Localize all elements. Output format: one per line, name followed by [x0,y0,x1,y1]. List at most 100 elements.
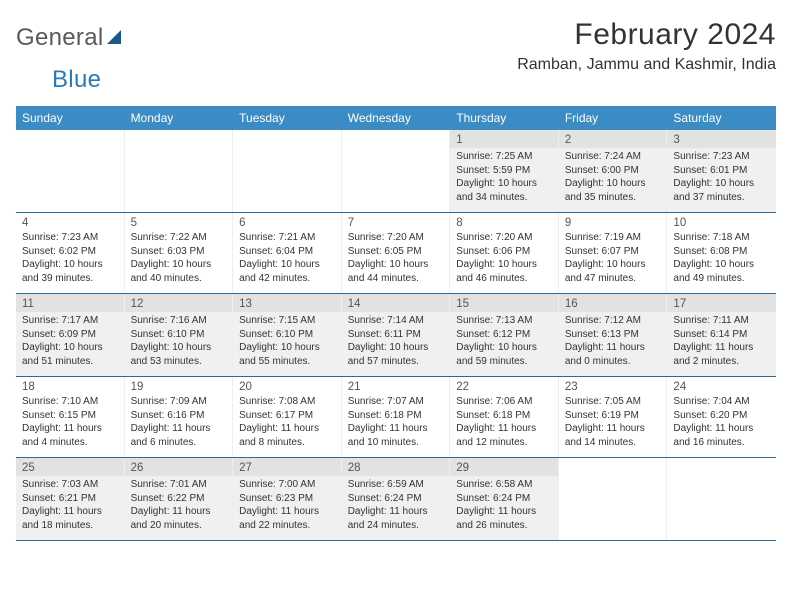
day-cell: 22Sunrise: 7:06 AMSunset: 6:18 PMDayligh… [450,377,559,457]
day-cell: 15 Sunrise: 7:13 AMSunset: 6:12 PMDayligh… [450,294,559,376]
day-cell: 19 Sunrise: 7:09 AMSunset: 6:16 PMDayligh… [125,377,234,457]
sun-info: Sunrise: 7:22 AMSunset: 6:03 PMDaylight:… [131,231,227,285]
day-cell: 16Sunrise: 7:12 AMSunset: 6:13 PMDayligh… [559,294,668,376]
day-number: 9 [565,217,661,229]
day-cell [667,458,776,540]
sun-info: Sunrise: 7:15 AMSunset: 6:10 PMDaylight:… [239,314,335,368]
day-header: Friday [559,106,668,130]
day-cell: 21 Sunrise: 7:07 AMSunset: 6:18 PMDayligh… [342,377,451,457]
day-cell: 4 Sunrise: 7:23 AMSunset: 6:02 PMDaylight… [16,213,125,293]
day-number: 26 [125,458,233,476]
day-cell: 11 Sunrise: 7:17 AMSunset: 6:09 PMDayligh… [16,294,125,376]
day-number: 20 [239,381,335,393]
week-row: 11 Sunrise: 7:17 AMSunset: 6:09 PMDayligh… [16,294,776,377]
day-cell [125,130,234,212]
day-cell: 29 Sunrise: 6:58 AMSunset: 6:24 PMDayligh… [450,458,559,540]
sun-info: Sunrise: 7:23 AMSunset: 6:02 PMDaylight:… [22,231,118,285]
day-cell: 9 Sunrise: 7:19 AMSunset: 6:07 PMDaylight… [559,213,668,293]
logo: General [16,18,121,52]
day-cell: 14 Sunrise: 7:14 AMSunset: 6:11 PMDayligh… [342,294,451,376]
day-cell: 23Sunrise: 7:05 AMSunset: 6:19 PMDayligh… [559,377,668,457]
day-number: 7 [348,217,444,229]
weeks-container: 1Sunrise: 7:25 AMSunset: 5:59 PMDaylight… [16,130,776,541]
day-cell: 6Sunrise: 7:21 AMSunset: 6:04 PMDaylight… [233,213,342,293]
day-cell [16,130,125,212]
day-number: 8 [456,217,552,229]
sun-info: Sunrise: 7:20 AMSunset: 6:06 PMDaylight:… [456,231,552,285]
day-number: 18 [22,381,118,393]
day-cell: 18 Sunrise: 7:10 AMSunset: 6:15 PMDayligh… [16,377,125,457]
day-number: 21 [348,381,444,393]
sun-info: Sunrise: 7:13 AMSunset: 6:12 PMDaylight:… [456,314,552,368]
week-row: 1Sunrise: 7:25 AMSunset: 5:59 PMDaylight… [16,130,776,213]
day-cell: 10 Sunrise: 7:18 AMSunset: 6:08 PMDayligh… [667,213,776,293]
sun-info: Sunrise: 7:20 AMSunset: 6:05 PMDaylight:… [348,231,444,285]
sun-info: Sunrise: 7:00 AMSunset: 6:23 PMDaylight:… [239,478,335,532]
day-cell: 1Sunrise: 7:25 AMSunset: 5:59 PMDaylight… [450,130,559,212]
day-header: Thursday [450,106,559,130]
location: Ramban, Jammu and Kashmir, India [517,56,776,74]
day-number: 10 [673,217,770,229]
sun-info: Sunrise: 7:01 AMSunset: 6:22 PMDaylight:… [131,478,227,532]
day-number: 27 [233,458,341,476]
day-cell [559,458,668,540]
day-cell: 2Sunrise: 7:24 AMSunset: 6:00 PMDaylight… [559,130,668,212]
day-number: 29 [450,458,558,476]
day-cell: 24Sunrise: 7:04 AMSunset: 6:20 PMDayligh… [667,377,776,457]
day-number: 11 [16,294,124,312]
sun-info: Sunrise: 7:23 AMSunset: 6:01 PMDaylight:… [673,150,770,204]
month-title: February 2024 [517,18,776,52]
sun-info: Sunrise: 7:14 AMSunset: 6:11 PMDaylight:… [348,314,444,368]
day-header: Wednesday [342,106,451,130]
day-cell: 8 Sunrise: 7:20 AMSunset: 6:06 PMDaylight… [450,213,559,293]
day-header: Monday [125,106,234,130]
day-number: 1 [450,130,558,148]
sun-info: Sunrise: 7:07 AMSunset: 6:18 PMDaylight:… [348,395,444,449]
day-cell: 5 Sunrise: 7:22 AMSunset: 6:03 PMDaylight… [125,213,234,293]
day-cell [233,130,342,212]
sun-info: Sunrise: 7:05 AMSunset: 6:19 PMDaylight:… [565,395,661,449]
sun-info: Sunrise: 7:17 AMSunset: 6:09 PMDaylight:… [22,314,118,368]
sun-info: Sunrise: 7:19 AMSunset: 6:07 PMDaylight:… [565,231,661,285]
sun-info: Sunrise: 7:03 AMSunset: 6:21 PMDaylight:… [22,478,118,532]
sun-info: Sunrise: 6:59 AMSunset: 6:24 PMDaylight:… [348,478,444,532]
logo-triangle-icon [107,30,121,44]
day-number: 14 [342,294,450,312]
day-cell: 26 Sunrise: 7:01 AMSunset: 6:22 PMDayligh… [125,458,234,540]
day-number: 25 [16,458,124,476]
day-number: 12 [125,294,233,312]
sun-info: Sunrise: 6:58 AMSunset: 6:24 PMDaylight:… [456,478,552,532]
sun-info: Sunrise: 7:10 AMSunset: 6:15 PMDaylight:… [22,395,118,449]
day-cell [342,130,451,212]
logo-text-gray: General [16,24,103,52]
calendar-page: General February 2024 Ramban, Jammu and … [0,0,792,553]
week-row: 25 Sunrise: 7:03 AMSunset: 6:21 PMDayligh… [16,458,776,541]
day-number: 19 [131,381,227,393]
day-number: 15 [450,294,558,312]
day-number: 13 [233,294,341,312]
day-number: 16 [559,294,667,312]
week-row: 4 Sunrise: 7:23 AMSunset: 6:02 PMDaylight… [16,213,776,294]
day-headers-row: SundayMondayTuesdayWednesdayThursdayFrid… [16,106,776,130]
sun-info: Sunrise: 7:24 AMSunset: 6:00 PMDaylight:… [565,150,661,204]
day-cell: 28 Sunrise: 6:59 AMSunset: 6:24 PMDayligh… [342,458,451,540]
day-cell: 20Sunrise: 7:08 AMSunset: 6:17 PMDayligh… [233,377,342,457]
sun-info: Sunrise: 7:09 AMSunset: 6:16 PMDaylight:… [131,395,227,449]
logo-text-blue: Blue [16,66,101,94]
sun-info: Sunrise: 7:21 AMSunset: 6:04 PMDaylight:… [239,231,335,285]
day-number: 4 [22,217,118,229]
week-row: 18 Sunrise: 7:10 AMSunset: 6:15 PMDayligh… [16,377,776,458]
day-header: Tuesday [233,106,342,130]
day-number: 5 [131,217,227,229]
calendar-grid: SundayMondayTuesdayWednesdayThursdayFrid… [16,106,776,541]
day-cell: 25 Sunrise: 7:03 AMSunset: 6:21 PMDayligh… [16,458,125,540]
sun-info: Sunrise: 7:18 AMSunset: 6:08 PMDaylight:… [673,231,770,285]
day-cell: 27 Sunrise: 7:00 AMSunset: 6:23 PMDayligh… [233,458,342,540]
day-header: Saturday [667,106,776,130]
day-cell: 7 Sunrise: 7:20 AMSunset: 6:05 PMDaylight… [342,213,451,293]
day-number: 28 [342,458,450,476]
sun-info: Sunrise: 7:06 AMSunset: 6:18 PMDaylight:… [456,395,552,449]
title-block: February 2024 Ramban, Jammu and Kashmir,… [517,18,776,74]
day-cell: 17Sunrise: 7:11 AMSunset: 6:14 PMDayligh… [667,294,776,376]
day-cell: 13 Sunrise: 7:15 AMSunset: 6:10 PMDayligh… [233,294,342,376]
